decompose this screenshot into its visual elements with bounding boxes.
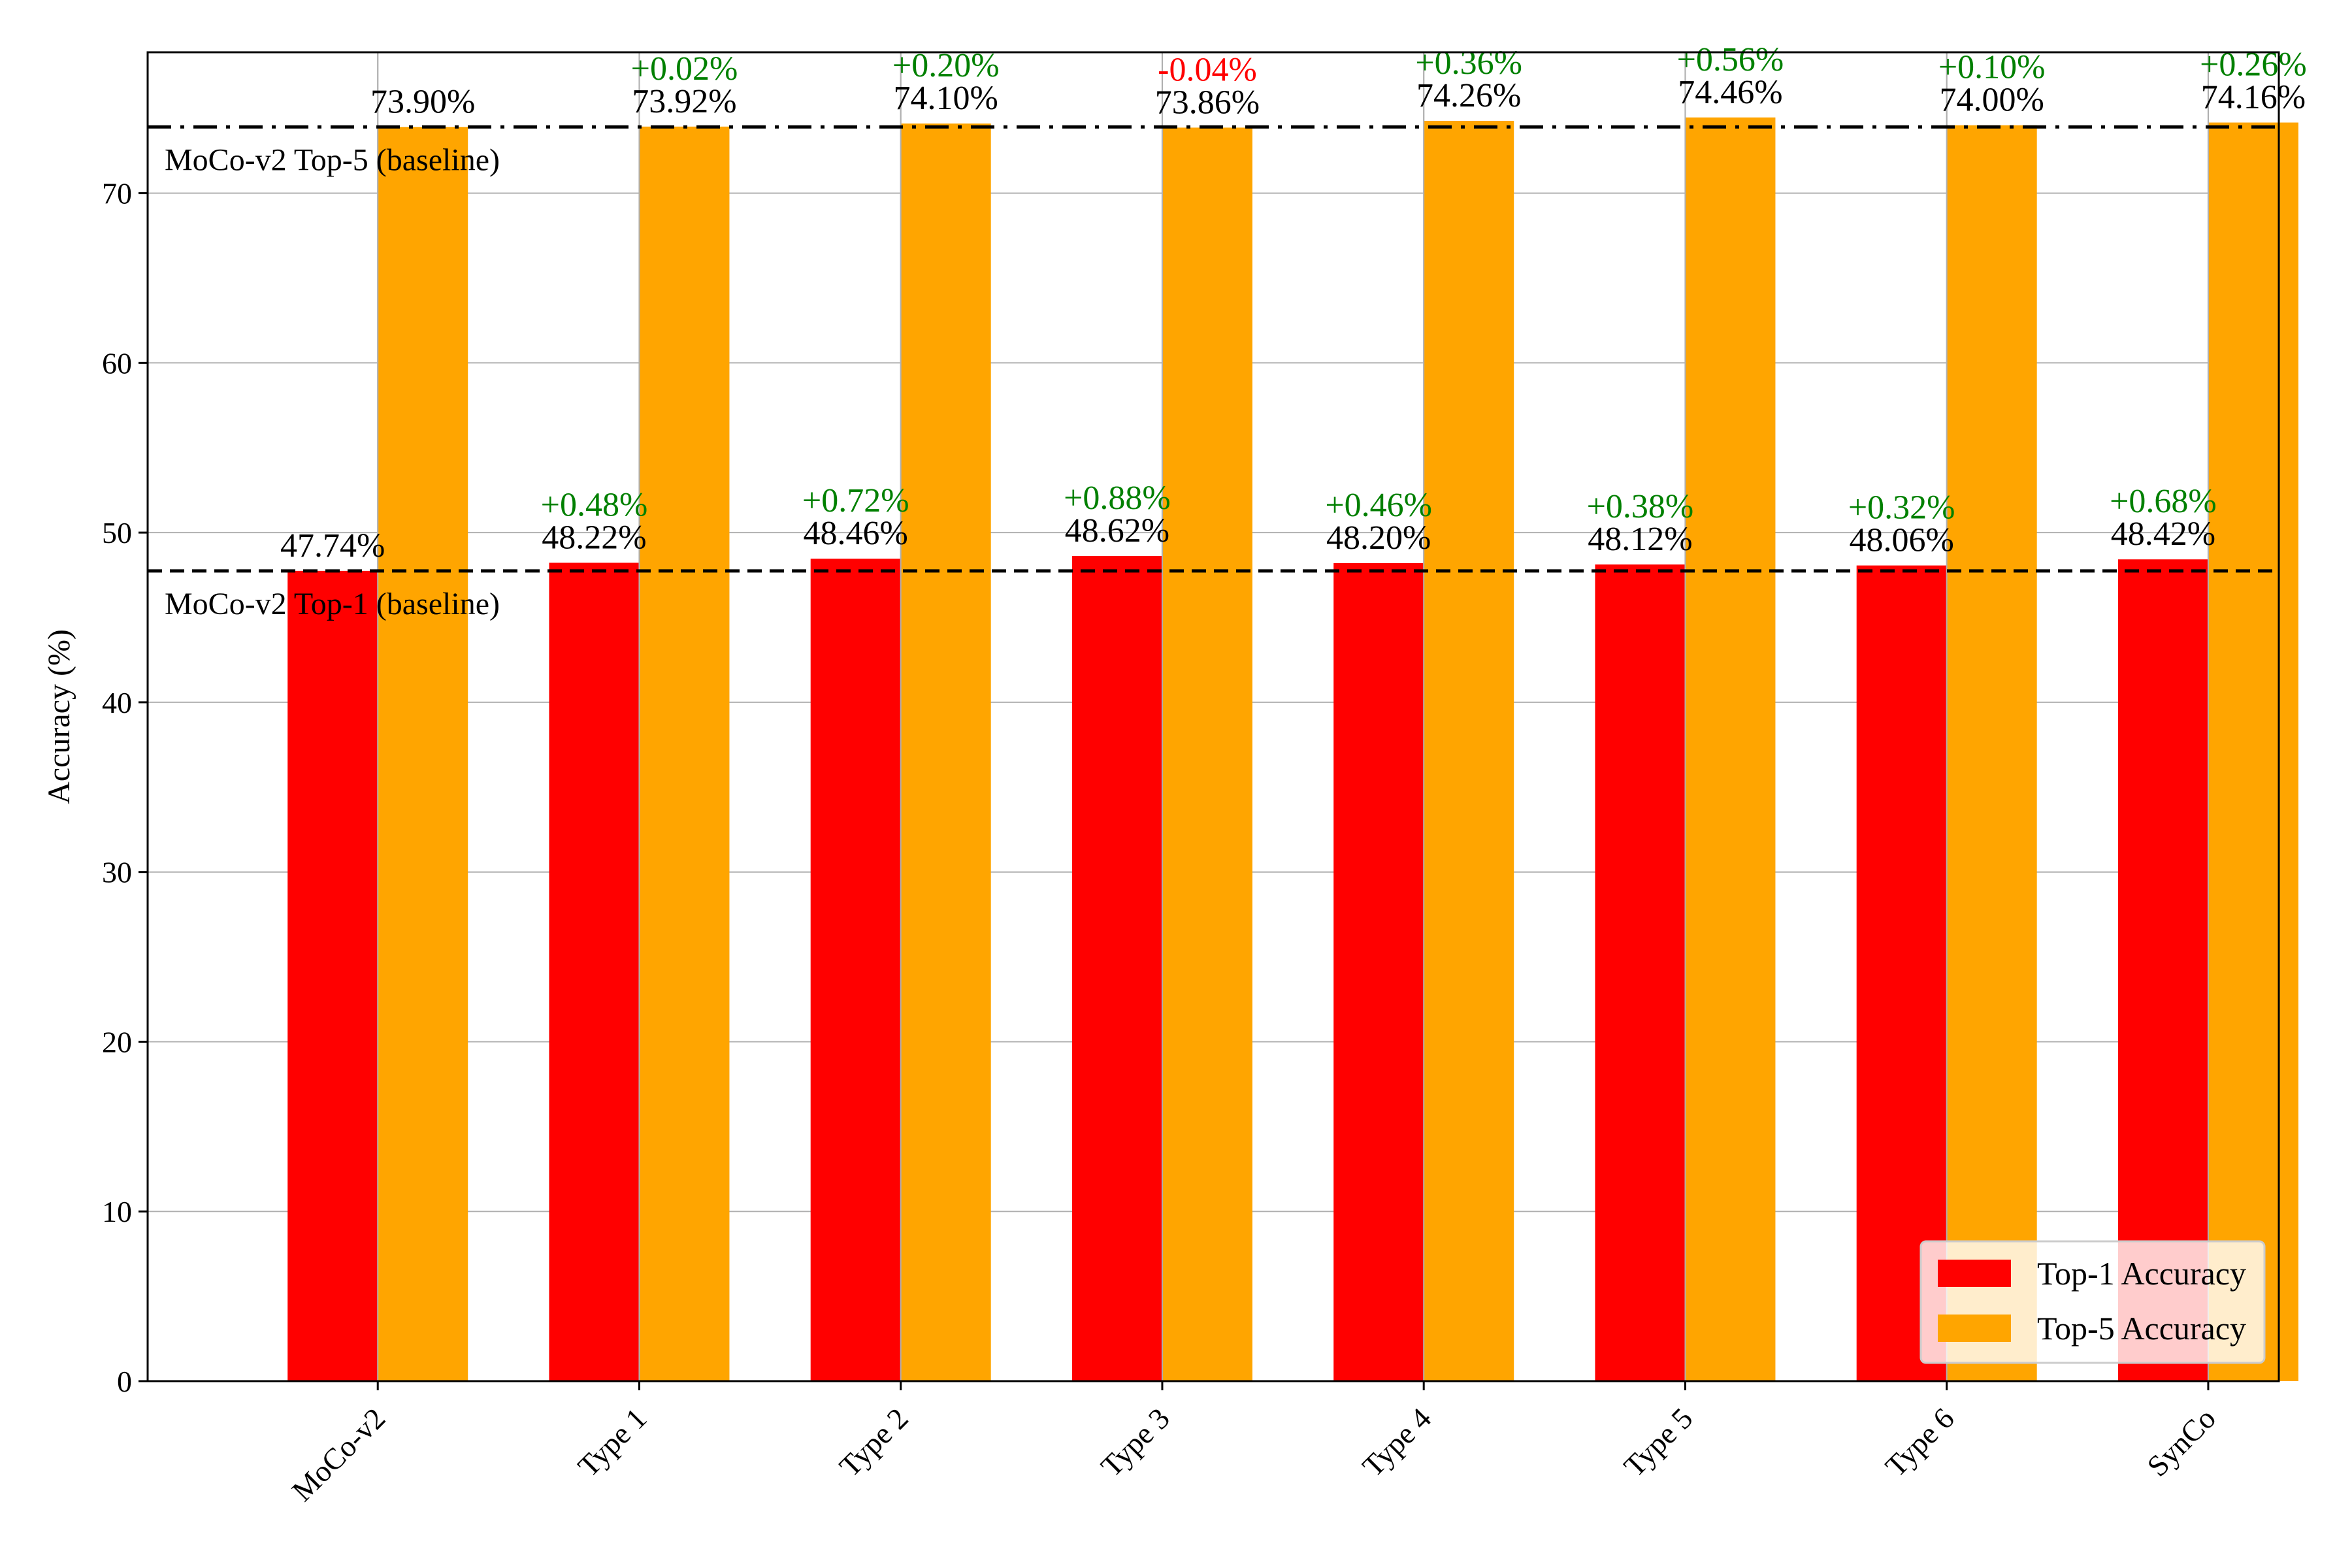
legend-swatch <box>1938 1260 2011 1287</box>
top5-delta-label: +0.36% <box>1415 44 1522 82</box>
baselines: MoCo-v2 Top-5 (baseline) MoCo-v2 Top-1 (b… <box>148 125 2279 621</box>
y-tick-label: 40 <box>102 686 132 719</box>
top5-bar <box>1162 127 1252 1382</box>
top5-value-label: 74.10% <box>894 80 998 117</box>
top5-bar <box>378 127 468 1382</box>
bar-labels: 47.74% 48.22%+0.48% 48.46%+0.72% 48.62%+0.8… <box>280 41 2307 564</box>
top5-bar <box>1685 117 1776 1382</box>
y-tick-label: 10 <box>102 1195 132 1228</box>
y-tick-label: 70 <box>102 177 132 210</box>
top1-delta-label: +0.48% <box>541 486 648 523</box>
top5-delta-label: +0.10% <box>1938 49 2046 86</box>
top5-value-label: 73.92% <box>632 83 736 120</box>
top1-value-label: 48.42% <box>2111 515 2215 553</box>
top1-bar <box>810 559 901 1381</box>
y-tick-label: 50 <box>102 516 132 549</box>
top5-baseline-label: MoCo-v2 Top-5 (baseline) <box>165 142 500 177</box>
top1-value-label: 48.06% <box>1850 522 1954 559</box>
top1-value-label: 48.20% <box>1326 519 1431 557</box>
top1-delta-label: +0.88% <box>1064 480 1171 517</box>
top5-value-label: 74.16% <box>2201 79 2306 116</box>
top1-value-label: 48.62% <box>1065 512 1169 549</box>
top5-bar <box>2208 122 2298 1382</box>
top1-delta-label: +0.38% <box>1587 488 1694 525</box>
y-tick-label: 20 <box>102 1025 132 1058</box>
top5-value-label: 73.90% <box>370 83 475 120</box>
top1-bar <box>549 563 640 1382</box>
top5-delta-label: +0.02% <box>631 50 738 88</box>
top1-bar <box>1333 563 1424 1382</box>
top5-value-label: 74.26% <box>1416 77 1521 114</box>
top1-delta-label: +0.72% <box>802 482 909 519</box>
top5-value-label: 74.46% <box>1678 74 1782 111</box>
top1-delta-label: +0.68% <box>2110 483 2217 520</box>
y-tick-label: 60 <box>102 346 132 380</box>
top1-delta-label: +0.46% <box>1325 487 1432 524</box>
plot-frame <box>146 51 2280 1382</box>
legend-label: Top-1 Accuracy <box>2037 1255 2246 1292</box>
top1-baseline-label: MoCo-v2 Top-1 (baseline) <box>165 587 500 621</box>
top1-value-label: 48.12% <box>1588 521 1692 558</box>
top5-delta-label: +0.20% <box>892 47 1000 84</box>
top1-delta-label: +0.32% <box>1848 489 1955 527</box>
top1-value-label: 48.22% <box>542 519 646 556</box>
y-tick-label: 0 <box>117 1365 132 1398</box>
top5-delta-label: +0.56% <box>1677 41 1784 78</box>
top5-value-label: 74.00% <box>1940 82 2044 119</box>
top1-bar <box>1595 564 1686 1381</box>
legend-item-top1[interactable]: Top-1 Accuracy <box>1938 1255 2246 1292</box>
legend-item-top5[interactable]: Top-5 Accuracy <box>1938 1310 2246 1347</box>
top1-value-label: 48.46% <box>804 515 908 552</box>
top5-delta-label: -0.04% <box>1158 51 1257 88</box>
top5-bar <box>900 123 991 1381</box>
top1-bar <box>1071 555 1162 1381</box>
legend[interactable]: Top-1 Accuracy Top-5 Accuracy <box>1919 1240 2266 1364</box>
top5-bar <box>1424 120 1514 1381</box>
top5-value-label: 73.86% <box>1155 84 1260 121</box>
y-tick-label: 30 <box>102 856 132 889</box>
top5-bar <box>639 126 730 1382</box>
top1-value-label: 47.74% <box>280 527 385 564</box>
top5-bar <box>1946 125 2037 1381</box>
top1-bar <box>287 570 378 1382</box>
y-axis-title: Accuracy (%) <box>42 629 76 804</box>
legend-label: Top-5 Accuracy <box>2037 1310 2246 1347</box>
legend-swatch <box>1938 1315 2011 1342</box>
